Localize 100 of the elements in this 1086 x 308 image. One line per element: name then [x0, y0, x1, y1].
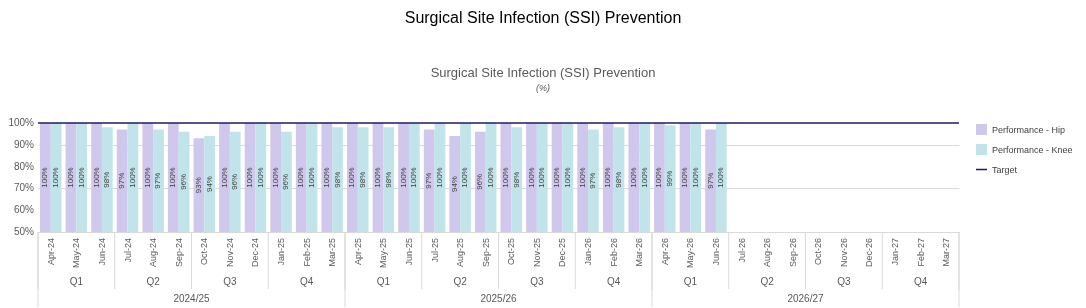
x-tick-label: Jan-26 — [583, 238, 594, 266]
data-label: 98% — [511, 171, 521, 188]
x-tick-label: Feb-27 — [915, 238, 926, 267]
x-tick-label: May-24 — [71, 238, 82, 269]
x-tick-label: Mar-25 — [327, 238, 338, 267]
x-tick-label: Feb-25 — [301, 238, 312, 267]
data-label: 100% — [270, 167, 280, 188]
data-label: 100% — [716, 167, 726, 188]
x-tick-label: Apr-24 — [45, 238, 56, 266]
data-label: 100% — [526, 167, 536, 188]
x-tick-label: Nov-26 — [838, 238, 849, 268]
x-tick-label: Jan-25 — [276, 238, 287, 266]
x-tick-label: Apr-25 — [352, 238, 363, 266]
x-tick-label: Dec-26 — [864, 238, 875, 268]
data-label: 97% — [117, 172, 127, 189]
data-label: 100% — [373, 167, 382, 188]
data-label: 96% — [179, 173, 189, 190]
text: Q2 — [453, 276, 468, 287]
x-tick-label: Oct-24 — [199, 238, 210, 266]
x-tick-label: Mar-27 — [941, 238, 952, 267]
data-label: 98% — [614, 171, 623, 188]
x-tick-label: Apr-26 — [659, 238, 670, 266]
x-tick-label: Aug-24 — [148, 238, 159, 268]
data-label: 100% — [142, 167, 152, 188]
data-label: 97% — [588, 172, 598, 189]
data-label: 100% — [51, 167, 61, 188]
x-tick-label: Aug-25 — [455, 238, 466, 268]
data-label: 100% — [577, 167, 587, 188]
y-tick-label: 50% — [13, 226, 35, 237]
data-label: 100% — [398, 167, 408, 188]
text: 2026/27 — [787, 293, 825, 304]
data-label: 100% — [639, 167, 649, 188]
y-tick-label: 70% — [13, 182, 35, 194]
data-label: 100% — [127, 167, 137, 188]
data-label: 100% — [628, 167, 638, 188]
x-tick-label: Nov-24 — [224, 238, 235, 268]
data-label: 100% — [562, 167, 572, 188]
data-label: 100% — [219, 167, 229, 188]
data-label: 100% — [680, 167, 689, 188]
x-tick-label: Jun-24 — [96, 238, 107, 266]
data-label: 98% — [102, 171, 112, 188]
data-label: 98% — [383, 171, 393, 188]
text: Q4 — [913, 276, 928, 287]
x-tick-label: Dec-24 — [250, 238, 261, 268]
x-tick-label: Sep-26 — [787, 238, 798, 268]
x-tick-label: Sep-25 — [480, 238, 491, 268]
data-label: 97% — [424, 172, 434, 189]
data-label: 97% — [705, 172, 715, 189]
x-tick-label: May-25 — [378, 238, 389, 269]
x-tick-label: Feb-26 — [608, 238, 619, 267]
x-tick-label: Sep-24 — [173, 238, 184, 268]
text: Q4 — [606, 276, 621, 287]
chart-subtitle: (%) — [536, 83, 550, 93]
y-tick-label: 60% — [13, 204, 35, 216]
data-label: 100% — [460, 167, 470, 188]
y-tick-label: 80% — [13, 160, 35, 172]
x-tick-label: Jul-26 — [736, 238, 747, 263]
x-tick-label: Oct-26 — [813, 238, 824, 266]
data-label: 100% — [537, 167, 547, 188]
text: 2024/25 — [173, 293, 211, 304]
text: Q2 — [146, 276, 161, 287]
text: Q3 — [530, 276, 544, 287]
x-tick-label: Mar-26 — [634, 238, 645, 267]
data-label: 100% — [409, 167, 419, 188]
data-label: 100% — [500, 167, 510, 188]
chart-title: Surgical Site Infection (SSI) Prevention — [430, 65, 656, 80]
text: Q1 — [69, 276, 84, 287]
data-label: 94% — [449, 176, 459, 193]
y-tick-label: 100% — [8, 117, 35, 128]
data-label: 100% — [690, 167, 700, 188]
data-label: 96% — [230, 173, 240, 190]
data-label: 100% — [296, 167, 306, 188]
data-label: 93% — [193, 177, 203, 194]
data-label: 96% — [281, 173, 291, 190]
text: Q1 — [683, 276, 698, 287]
y-tick-label: 90% — [13, 138, 35, 150]
data-label: 99% — [665, 170, 675, 187]
data-label: 100% — [66, 167, 75, 188]
text: Q1 — [376, 276, 391, 287]
x-tick-label: Dec-25 — [557, 238, 568, 268]
data-label: 96% — [475, 173, 485, 190]
data-label: 100% — [255, 167, 265, 188]
data-label: 100% — [307, 167, 316, 188]
data-label: 100% — [434, 167, 444, 188]
data-label: 98% — [358, 171, 368, 188]
text: Q3 — [837, 276, 851, 287]
text: Q2 — [760, 276, 775, 287]
data-label: 100% — [245, 167, 255, 188]
x-tick-label: Jun-26 — [710, 238, 721, 266]
data-label: 100% — [168, 167, 178, 188]
x-tick-label: Jul-24 — [122, 238, 133, 263]
data-label: 98% — [332, 171, 342, 188]
data-label: 100% — [76, 167, 86, 188]
data-label: 94% — [204, 176, 214, 193]
x-tick-label: Jan-27 — [890, 238, 901, 266]
x-tick-label: Aug-26 — [762, 238, 773, 268]
text: Surgical Site Infection (SSI) Prevention — [404, 9, 682, 26]
x-tick-label: Nov-25 — [531, 238, 542, 268]
x-tick-label: Oct-25 — [506, 238, 517, 266]
legend-label: Performance - Knee — [992, 144, 1073, 155]
